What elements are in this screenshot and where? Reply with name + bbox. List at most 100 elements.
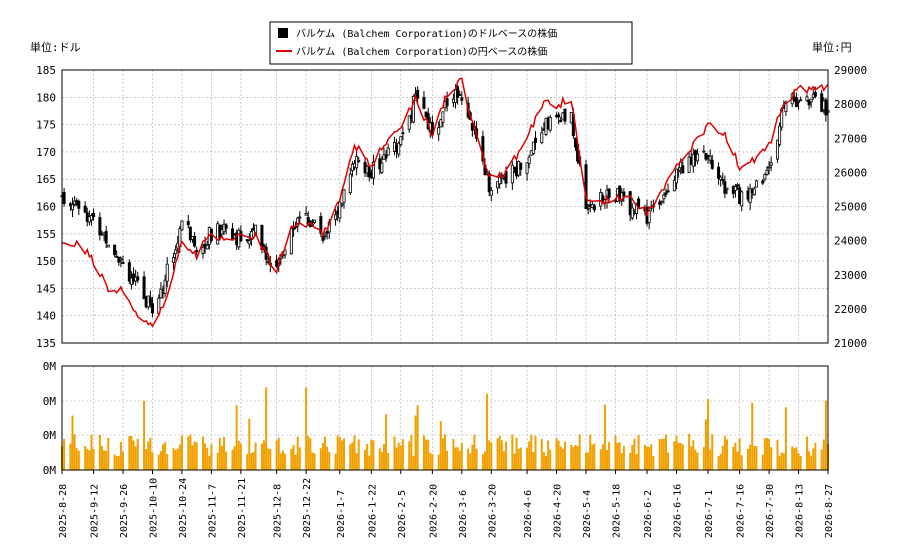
volume-bar xyxy=(545,455,548,470)
volume-bar xyxy=(334,453,337,470)
volume-bar xyxy=(172,448,175,470)
volume-bar xyxy=(637,434,640,470)
volume-bar xyxy=(732,446,735,470)
volume-bar xyxy=(601,444,604,470)
volume-bar xyxy=(824,400,827,470)
volume-bar xyxy=(130,436,133,470)
volume-bar xyxy=(260,443,263,470)
candle-body xyxy=(399,136,403,145)
volume-bar xyxy=(526,447,529,470)
volume-bar xyxy=(622,446,625,470)
candle-body xyxy=(719,176,723,180)
volume-bar xyxy=(763,438,766,470)
candle-body xyxy=(481,136,485,162)
x-tick-label: 2026-7-1 xyxy=(704,490,715,538)
volume-bar xyxy=(321,442,324,470)
volume-bar xyxy=(429,452,432,470)
volume-bar xyxy=(149,437,152,470)
volume-bar xyxy=(159,451,162,470)
volume-bar xyxy=(515,437,518,470)
candle-body xyxy=(245,239,249,242)
volume-bar xyxy=(441,438,444,470)
legend-jpy-label: バルケム (Balchem Corporation)の円ベースの株価 xyxy=(296,45,547,58)
volume-bar xyxy=(103,450,106,470)
candle-body xyxy=(119,258,123,261)
volume-bar xyxy=(298,447,301,470)
volume-bar xyxy=(753,446,756,470)
usd-tick-label: 165 xyxy=(36,173,56,186)
volume-bar xyxy=(664,434,667,470)
candle-body xyxy=(721,179,725,181)
candle-body xyxy=(62,192,66,205)
volume-bar xyxy=(277,437,280,470)
candle-body xyxy=(723,181,727,194)
volume-bar xyxy=(736,451,739,470)
volume-bar xyxy=(132,440,135,470)
candle-body xyxy=(763,174,767,180)
volume-bar xyxy=(431,454,434,470)
candle-body xyxy=(106,244,110,248)
volume-bar xyxy=(616,443,619,470)
candle-body xyxy=(89,215,93,221)
volume-bar xyxy=(679,443,682,470)
candle-body xyxy=(765,169,769,176)
volume-bar xyxy=(370,440,373,470)
candle-body xyxy=(496,181,500,189)
volume-bar xyxy=(401,439,404,470)
volume-bar xyxy=(382,444,385,470)
volume-bar xyxy=(810,455,813,470)
volume-bar xyxy=(707,399,710,470)
x-tick-label: 2025-12-8 xyxy=(273,484,284,538)
volume-bar xyxy=(164,442,167,470)
legend-usd-label: バルケム (Balchem Corporation)のドルベースの株価 xyxy=(296,27,557,40)
volume-tick-label: 0M xyxy=(43,464,57,477)
candle-body xyxy=(127,262,131,282)
volume-bar xyxy=(378,448,381,470)
candle-body xyxy=(584,164,588,209)
volume-bar xyxy=(100,445,103,470)
candle-body xyxy=(740,191,744,207)
volume-bar xyxy=(723,436,726,470)
volume-bar xyxy=(620,453,623,470)
volume-bar xyxy=(98,434,101,470)
volume-bar xyxy=(218,438,221,470)
volume-bar xyxy=(191,445,194,470)
volume-bar xyxy=(193,441,196,470)
volume-bar xyxy=(105,450,108,470)
volume-bar xyxy=(812,448,815,470)
candle-body xyxy=(664,192,668,195)
volume-bar xyxy=(608,441,611,470)
volume-bar xyxy=(690,446,693,470)
volume-bar xyxy=(176,448,179,470)
candle-body xyxy=(563,108,567,122)
volume-bar xyxy=(662,438,665,470)
volume-bar xyxy=(692,440,695,470)
volume-bar xyxy=(73,434,76,470)
candle-body xyxy=(77,200,81,209)
volume-bar xyxy=(216,452,219,470)
volume-bar xyxy=(336,435,339,470)
volume-bar xyxy=(399,445,402,470)
x-tick-label: 2025-11-21 xyxy=(237,478,248,538)
volume-bar xyxy=(709,449,712,470)
jpy-tick-label: 25000 xyxy=(834,201,867,214)
candle-body xyxy=(691,153,695,167)
volume-bar xyxy=(233,446,236,470)
volume-bar xyxy=(667,452,670,470)
candle-body xyxy=(422,97,426,109)
volume-bar xyxy=(599,449,602,470)
candle-body xyxy=(809,98,813,103)
x-tick-label: 2026-5-18 xyxy=(611,484,622,538)
volume-bar xyxy=(498,435,501,470)
volume-bar xyxy=(719,453,722,470)
candle-body xyxy=(586,207,590,210)
volume-bar xyxy=(496,438,499,470)
candle-body xyxy=(489,189,493,196)
volume-bar xyxy=(305,387,308,470)
volume-bar xyxy=(309,438,312,470)
volume-bar xyxy=(281,450,284,470)
volume-bar xyxy=(246,454,249,470)
volume-bar xyxy=(646,446,649,470)
candle-body xyxy=(628,191,632,216)
